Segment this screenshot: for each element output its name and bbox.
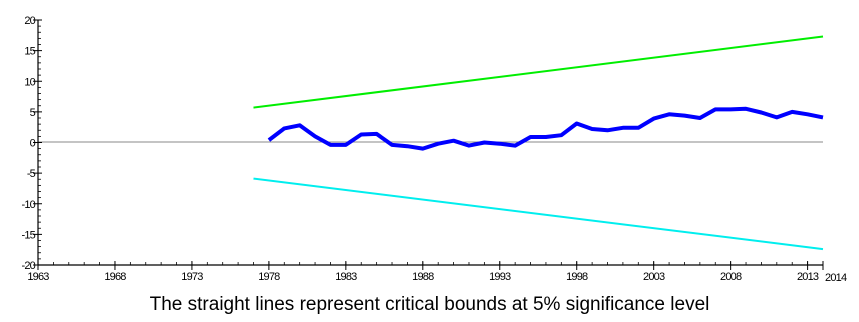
x-tick-label: 1993	[489, 271, 511, 283]
x-tick-label: 2003	[643, 271, 665, 283]
y-tick-label: 15	[24, 46, 35, 58]
chart-caption: The straight lines represent critical bo…	[149, 294, 710, 315]
x-ticks: 1963 1968 1973 1978 1983 1988 1993 1998 2003 2008…	[27, 261, 848, 284]
y-tick-label: -10	[22, 199, 36, 211]
lower-bound-line	[253, 177, 824, 251]
plot-lines	[253, 35, 824, 251]
cusum-series-line	[267, 106, 824, 151]
x-tick-label: 2014	[825, 272, 847, 284]
y-tick-label: -15	[22, 229, 36, 241]
x-tick-label: 1963	[27, 271, 49, 283]
x-tick-label: 1978	[258, 271, 280, 283]
y-ticks: 20 15 10 5 0 -5 -10 -15 -20	[22, 15, 42, 272]
y-tick-label: 5	[30, 107, 36, 119]
y-tick-label: 10	[24, 76, 35, 88]
x-tick-label: 1973	[181, 271, 203, 283]
upper-bound-line	[253, 35, 824, 109]
y-tick-label: 0	[30, 138, 36, 150]
y-tick-label: -20	[22, 260, 36, 272]
y-tick-label: -5	[27, 168, 36, 180]
x-tick-label: 1988	[412, 271, 434, 283]
x-tick-label: 1968	[104, 271, 126, 283]
x-tick-label: 2008	[720, 271, 742, 283]
x-tick-label: 1998	[566, 271, 588, 283]
x-tick-label: 2013	[797, 271, 819, 283]
x-tick-label: 1983	[335, 271, 357, 283]
y-tick-label: 20	[24, 15, 35, 27]
